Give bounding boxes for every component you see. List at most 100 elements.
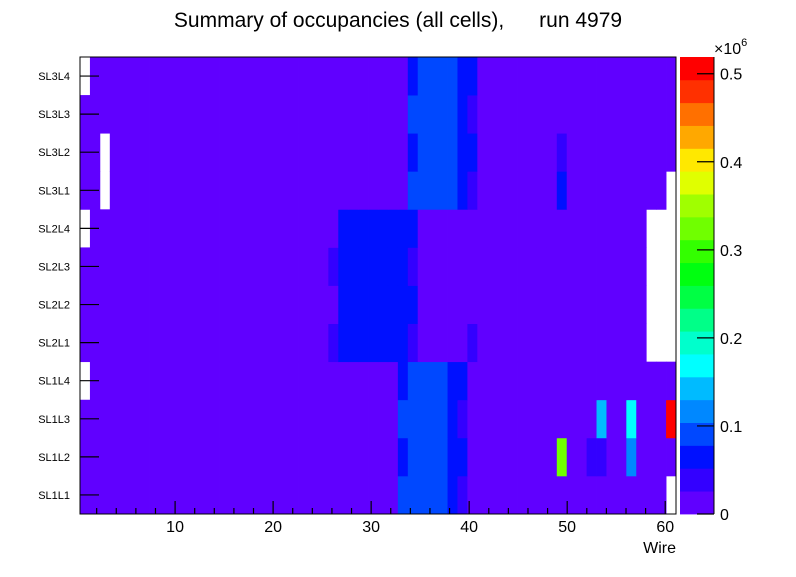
heatmap-cell — [338, 361, 349, 401]
heatmap-cell — [546, 285, 558, 324]
heatmap-cell — [129, 247, 140, 286]
heatmap-cell — [556, 171, 568, 210]
heatmap-cell — [437, 57, 448, 96]
heatmap-cell — [507, 57, 518, 96]
heatmap-cell — [477, 57, 488, 96]
heatmap-cell — [497, 285, 508, 324]
color-scale-swatch — [680, 468, 714, 492]
heatmap-cell — [497, 171, 508, 210]
heatmap-cell — [189, 209, 200, 248]
heatmap-cell — [387, 399, 399, 439]
heatmap-cell — [149, 95, 160, 134]
heatmap-cell — [536, 171, 548, 210]
axes: SL1L1 SL1L2 SL1L3 SL1L4 SL2L1 SL2L2 SL2L3 SL2L4… — [38, 56, 677, 536]
heatmap-cell — [378, 399, 389, 439]
heatmap-cell — [517, 133, 528, 172]
heatmap-cell — [636, 57, 647, 96]
heatmap-cell — [338, 95, 349, 134]
heatmap-cell — [109, 171, 121, 210]
heatmap-cell — [119, 171, 131, 210]
heatmap-cell — [199, 399, 210, 439]
heatmap-cell — [199, 95, 210, 134]
heatmap-cell — [139, 361, 150, 401]
heatmap-cell — [596, 171, 607, 210]
heatmap-cell — [527, 209, 538, 248]
heatmap-cell — [616, 285, 627, 324]
heatmap-cell — [517, 247, 528, 286]
heatmap-cell — [666, 95, 677, 134]
heatmap-cell — [616, 209, 627, 248]
heatmap-cell — [546, 133, 558, 172]
heatmap-cell — [646, 399, 657, 439]
heatmap-cell — [477, 399, 488, 439]
heatmap-cell — [437, 95, 448, 134]
heatmap-cell — [179, 57, 190, 96]
heatmap-cell — [447, 399, 458, 439]
heatmap-cell — [288, 171, 299, 210]
heatmap-cell — [666, 133, 677, 172]
heatmap-cell — [566, 209, 578, 248]
heatmap-cell — [129, 95, 140, 134]
heatmap-cell — [447, 171, 458, 210]
heatmap-cell — [546, 437, 558, 477]
heatmap-cell — [527, 399, 538, 439]
heatmap-cell — [189, 323, 200, 363]
heatmap-cell — [417, 95, 429, 134]
heatmap-cell — [427, 247, 438, 286]
heatmap-cell — [497, 209, 508, 248]
heatmap-cell — [258, 95, 270, 134]
heatmap-cell — [606, 171, 617, 210]
heatmap-cell — [169, 437, 180, 477]
heatmap-cell — [636, 247, 647, 286]
heatmap-cell — [606, 361, 617, 401]
heatmap-cell — [427, 399, 438, 439]
heatmap-cell — [189, 285, 200, 324]
heatmap-cell — [427, 323, 438, 363]
heatmap-cell — [636, 475, 647, 515]
heatmap-cell — [467, 399, 478, 439]
heatmap-cell — [487, 323, 498, 363]
heatmap-cell — [308, 171, 319, 210]
heatmap-cell — [358, 323, 369, 363]
heatmap-cell — [238, 437, 250, 477]
heatmap-cell — [229, 399, 240, 439]
heatmap-cell — [338, 399, 349, 439]
heatmap-cell — [646, 171, 657, 210]
heatmap-cell — [606, 285, 617, 324]
heatmap-cell — [288, 361, 299, 401]
heatmap-cell — [308, 133, 319, 172]
heatmap-cell — [219, 247, 230, 286]
heatmap-cell — [348, 247, 359, 286]
heatmap-cell — [437, 323, 448, 363]
heatmap-cell — [199, 323, 210, 363]
heatmap-cell — [387, 209, 399, 248]
heatmap-cell — [397, 247, 409, 286]
heatmap-cell — [606, 437, 617, 477]
heatmap-cell — [199, 57, 210, 96]
heatmap-cell — [258, 171, 270, 210]
heatmap-cell — [209, 133, 220, 172]
heatmap-cell — [407, 475, 419, 515]
heatmap-cell — [666, 399, 677, 439]
heatmap-cell — [616, 323, 627, 363]
heatmap-cell — [358, 247, 369, 286]
heatmap-cell — [169, 57, 180, 96]
heatmap-cell — [536, 399, 548, 439]
heatmap-cell — [576, 285, 587, 324]
heatmap-cell — [328, 95, 339, 134]
heatmap-cell — [268, 437, 280, 477]
color-scale-swatch — [680, 216, 714, 241]
color-scale-swatch — [680, 376, 714, 401]
heatmap-cell — [209, 361, 220, 401]
heatmap-cell — [268, 323, 280, 363]
heatmap-cell — [527, 133, 538, 172]
heatmap-cell — [467, 285, 478, 324]
heatmap-cell — [159, 247, 170, 286]
heatmap-cell — [229, 57, 240, 96]
heatmap-cell — [427, 209, 438, 248]
heatmap-cell — [229, 171, 240, 210]
heatmap-cell — [238, 57, 250, 96]
heatmap-cell — [209, 285, 220, 324]
heatmap-cell — [169, 323, 180, 363]
heatmap-cell — [129, 437, 140, 477]
